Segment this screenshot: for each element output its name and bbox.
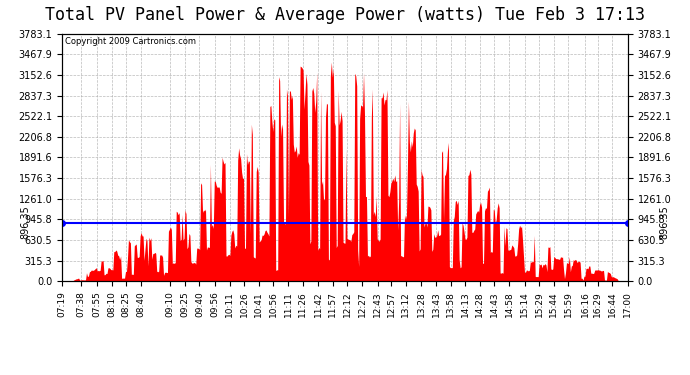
Text: 896.35: 896.35 (660, 206, 670, 240)
Text: Total PV Panel Power & Average Power (watts) Tue Feb 3 17:13: Total PV Panel Power & Average Power (wa… (45, 6, 645, 24)
Text: 896.35: 896.35 (20, 206, 30, 240)
Text: Copyright 2009 Cartronics.com: Copyright 2009 Cartronics.com (65, 38, 196, 46)
